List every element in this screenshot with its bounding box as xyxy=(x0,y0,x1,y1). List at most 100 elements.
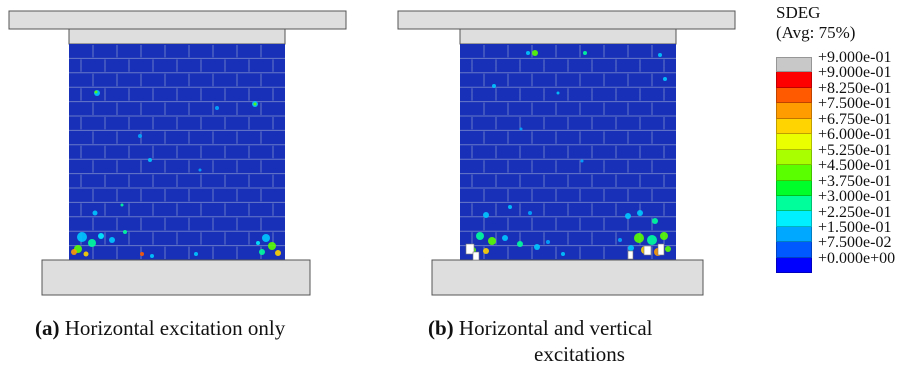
separated-brick-gap xyxy=(657,243,665,256)
damage-spot xyxy=(663,77,667,81)
damage-spot xyxy=(256,241,260,245)
legend-label: +0.000e+00 xyxy=(818,249,896,267)
caption-a: (a) Horizontal excitation only xyxy=(35,316,285,341)
legend-label: +1.500e-01 xyxy=(818,218,892,236)
legend-label: +2.250e-01 xyxy=(818,203,892,221)
damage-spot xyxy=(253,102,257,106)
damage-spot xyxy=(660,232,668,240)
legend-label: +8.250e-01 xyxy=(818,79,892,97)
damage-spot xyxy=(488,237,496,245)
damage-spot xyxy=(268,242,276,250)
damage-spot xyxy=(138,134,142,138)
damage-spot xyxy=(508,205,512,209)
legend-label: +3.000e-01 xyxy=(818,188,892,206)
damage-spot xyxy=(77,232,87,242)
damage-spot xyxy=(150,254,154,258)
damage-spot xyxy=(148,158,152,162)
legend-variable: SDEG xyxy=(776,3,821,22)
load-plate xyxy=(68,28,286,45)
damage-spot xyxy=(546,240,550,244)
damage-spot xyxy=(561,252,565,256)
legend-label: +5.250e-01 xyxy=(818,141,892,159)
legend-swatch xyxy=(776,87,812,104)
legend-swatch xyxy=(776,118,812,135)
damage-spot xyxy=(492,84,496,88)
damage-spot xyxy=(625,213,631,219)
damage-spot xyxy=(637,210,643,216)
damage-spot xyxy=(665,246,671,252)
damage-spot xyxy=(88,239,96,247)
damage-spot xyxy=(658,53,662,57)
bottom-beam xyxy=(431,259,704,296)
damage-spot xyxy=(259,249,265,255)
damage-spot xyxy=(123,230,127,234)
legend-label: +9.000e-01 xyxy=(818,49,892,66)
wall-model-a xyxy=(8,10,347,296)
legend-label: +6.000e-01 xyxy=(818,126,892,144)
legend-swatch xyxy=(776,242,812,258)
damage-spot xyxy=(483,212,489,218)
legend-color-bar xyxy=(776,57,812,274)
damage-spot xyxy=(634,233,644,243)
separated-brick-gap xyxy=(643,245,652,256)
wall-model-b xyxy=(397,10,736,296)
top-beam xyxy=(8,10,347,30)
caption-b: (b) Horizontal and vertical xyxy=(428,316,653,341)
damage-spot xyxy=(502,235,508,241)
caption-b-letter: (b) xyxy=(428,316,454,340)
separated-brick-gap xyxy=(627,250,634,260)
damage-spot xyxy=(92,210,98,216)
legend-swatch xyxy=(776,134,812,150)
damage-spot xyxy=(262,234,270,242)
separated-brick-gap xyxy=(472,251,480,261)
legend-swatch xyxy=(776,211,812,227)
damage-spot xyxy=(83,251,89,257)
top-beam xyxy=(397,10,736,30)
damage-spot xyxy=(98,233,104,239)
damage-spot xyxy=(517,241,523,247)
caption-a-letter: (a) xyxy=(35,316,60,340)
damage-spot xyxy=(71,249,77,255)
damage-spot xyxy=(628,245,634,251)
damage-spot xyxy=(528,211,532,215)
damage-spot xyxy=(652,218,658,224)
damage-spot xyxy=(275,250,281,256)
damage-spot xyxy=(618,238,622,242)
caption-b-line2: excitations xyxy=(534,342,625,366)
damage-spot xyxy=(483,248,489,254)
damage-spot xyxy=(109,237,115,243)
damage-spot xyxy=(519,127,523,131)
legend-label: +4.500e-01 xyxy=(818,157,892,175)
damage-spot xyxy=(532,50,538,56)
separated-brick-gap xyxy=(465,243,475,255)
legend-label: +3.750e-01 xyxy=(818,172,892,190)
damage-spot xyxy=(94,90,98,94)
damage-spot xyxy=(120,203,124,207)
legend-swatch xyxy=(776,257,812,274)
damage-spot xyxy=(476,232,484,240)
damage-spot xyxy=(583,51,587,55)
legend-swatch xyxy=(776,57,812,73)
legend-swatch xyxy=(776,149,812,166)
load-plate xyxy=(459,28,677,45)
legend-swatch xyxy=(776,180,812,196)
legend-label: +7.500e-02 xyxy=(818,234,892,252)
damage-spot xyxy=(140,252,144,256)
legend-swatch xyxy=(776,195,812,212)
legend-subtitle: (Avg: 75%) xyxy=(776,23,856,42)
damage-spot xyxy=(215,106,219,110)
legend-label: +7.500e-01 xyxy=(818,95,892,113)
caption-b-text: Horizontal and vertical xyxy=(458,316,653,340)
legend-swatch xyxy=(776,165,812,181)
damage-spot xyxy=(580,159,584,163)
damage-spot xyxy=(198,168,202,172)
legend-swatch xyxy=(776,72,812,88)
damage-spot xyxy=(534,244,540,250)
legend-label: +9.000e-01 xyxy=(818,64,892,82)
legend-label: +6.750e-01 xyxy=(818,110,892,128)
damage-spot xyxy=(647,235,657,245)
bottom-beam xyxy=(41,259,311,296)
damage-spot xyxy=(556,91,560,95)
